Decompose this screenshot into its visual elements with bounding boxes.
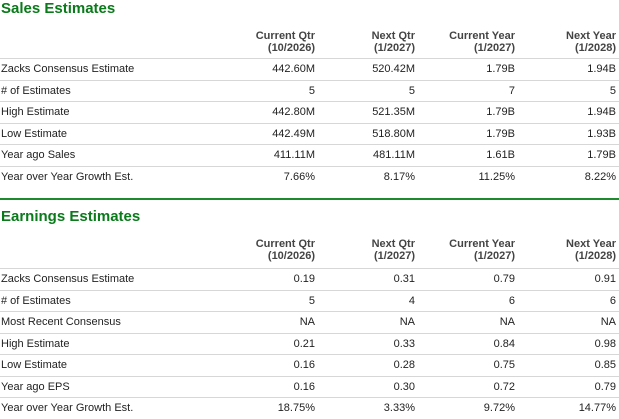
cell-next-year: 1.79B	[587, 149, 616, 161]
cell-next-year: 0.98	[594, 337, 616, 350]
table-row: Low Estimate 0.16 0.28 0.75 0.85	[0, 354, 619, 376]
cell-next-year: 6	[609, 294, 616, 307]
cell-current-qtr: 442.80M	[272, 106, 315, 118]
table-row: Year ago EPS 0.16 0.30 0.72 0.79	[0, 375, 619, 398]
row-label: High Estimate	[1, 106, 70, 118]
table-row: Most Recent Consensus NA NA NA NA	[0, 311, 619, 333]
cell-current-year: 0.84	[493, 337, 515, 350]
cell-current-year: 6	[508, 294, 515, 307]
cell-current-qtr: 5	[308, 84, 315, 97]
cell-next-qtr: 8.17%	[383, 170, 415, 183]
table-row: High Estimate 0.21 0.33 0.84 0.98	[0, 332, 619, 355]
cell-current-year: 11.25%	[478, 170, 516, 183]
cell-next-year: 14.77%	[578, 402, 616, 414]
row-label: # of Estimates	[1, 84, 71, 97]
row-label: Year ago EPS	[1, 380, 70, 393]
cell-next-qtr: 520.42M	[372, 63, 415, 75]
cell-next-qtr: 0.28	[393, 359, 415, 371]
cell-next-year: 1.94B	[587, 106, 616, 118]
row-label: High Estimate	[1, 337, 70, 350]
sales-estimates-title: Sales Estimates	[1, 0, 116, 17]
cell-current-year: 9.72%	[483, 402, 515, 414]
table-row: High Estimate 442.80M 521.35M 1.79B 1.94B	[0, 101, 619, 123]
row-label: Year ago Sales	[1, 149, 76, 161]
cell-current-year: 1.79B	[486, 63, 515, 75]
cell-current-qtr: 442.49M	[272, 127, 315, 140]
column-header-current-year: Current Year (1/2027)	[449, 30, 515, 54]
cell-next-year: 0.85	[594, 359, 616, 371]
cell-next-qtr: 0.31	[393, 273, 415, 285]
row-label: Low Estimate	[1, 127, 68, 140]
cell-current-year: 1.61B	[486, 149, 515, 161]
column-header-next-qtr: Next Qtr (1/2027)	[371, 30, 415, 54]
table-row: # of Estimates 5 4 6 6	[0, 289, 619, 312]
column-header-current-year: Current Year (1/2027)	[449, 238, 515, 262]
row-label: Year over Year Growth Est.	[1, 170, 134, 183]
table-row: # of Estimates 5 5 7 5	[0, 79, 619, 102]
cell-next-qtr: 4	[408, 294, 415, 307]
earnings-header-row: Current Qtr (10/2026) Next Qtr (1/2027) Cu…	[0, 238, 619, 264]
cell-next-year: 5	[609, 84, 616, 97]
table-row: Zacks Consensus Estimate 0.19 0.31 0.79 0.91	[0, 268, 619, 290]
cell-current-year: 0.75	[493, 359, 515, 371]
cell-next-year: 0.91	[594, 273, 616, 285]
cell-next-year: 1.93B	[587, 127, 616, 140]
cell-next-year: 8.22%	[584, 170, 616, 183]
cell-next-qtr: 481.11M	[373, 149, 415, 161]
table-row: Low Estimate 442.49M 518.80M 1.79B 1.93B	[0, 122, 619, 145]
row-label: Low Estimate	[1, 359, 68, 371]
cell-next-qtr: 3.33%	[383, 402, 415, 414]
cell-current-qtr: 442.60M	[272, 63, 315, 75]
cell-next-year: 1.94B	[587, 63, 616, 75]
cell-next-qtr: NA	[399, 316, 415, 328]
row-label: # of Estimates	[1, 294, 71, 307]
cell-current-qtr: 411.11M	[273, 149, 315, 161]
cell-current-qtr: 0.16	[293, 380, 315, 393]
row-label: Zacks Consensus Estimate	[1, 273, 135, 285]
cell-current-qtr: 0.21	[293, 337, 315, 350]
column-header-next-year: Next Year (1/2028)	[566, 238, 616, 262]
column-header-next-year: Next Year (1/2028)	[566, 30, 616, 54]
cell-current-qtr: NA	[299, 316, 315, 328]
cell-current-qtr: 7.66%	[283, 170, 315, 183]
section-divider	[0, 198, 619, 200]
cell-next-qtr: 521.35M	[372, 106, 415, 118]
column-header-current-qtr: Current Qtr (10/2026)	[255, 30, 315, 54]
cell-current-year: NA	[499, 316, 515, 328]
table-row: Year ago Sales 411.11M 481.11M 1.61B 1.79B	[0, 144, 619, 166]
cell-current-qtr: 5	[308, 294, 315, 307]
cell-next-qtr: 0.30	[393, 380, 415, 393]
cell-next-qtr: 0.33	[393, 337, 415, 350]
cell-current-year: 0.72	[493, 380, 515, 393]
column-header-current-qtr: Current Qtr (10/2026)	[255, 238, 315, 262]
cell-next-qtr: 5	[408, 84, 415, 97]
cell-next-qtr: 518.80M	[372, 127, 415, 140]
cell-current-qtr: 0.19	[293, 273, 315, 285]
earnings-estimates-title: Earnings Estimates	[1, 208, 141, 225]
cell-current-qtr: 18.75%	[277, 402, 315, 414]
row-label: Most Recent Consensus	[1, 316, 121, 328]
row-label: Zacks Consensus Estimate	[1, 63, 135, 75]
table-row: Year over Year Growth Est. 7.66% 8.17% 11.2…	[0, 165, 619, 188]
cell-current-year: 7	[508, 84, 515, 97]
cell-current-year: 1.79B	[486, 127, 515, 140]
cell-next-year: 0.79	[594, 380, 616, 393]
column-header-next-qtr: Next Qtr (1/2027)	[371, 238, 415, 262]
table-row: Zacks Consensus Estimate 442.60M 520.42M 1.…	[0, 58, 619, 80]
table-row: Year over Year Growth Est. 18.75% 3.33% 9.7…	[0, 397, 619, 419]
cell-current-qtr: 0.16	[293, 359, 315, 371]
cell-next-year: NA	[600, 316, 616, 328]
cell-current-year: 0.79	[493, 273, 515, 285]
cell-current-year: 1.79B	[486, 106, 515, 118]
row-label: Year over Year Growth Est.	[1, 402, 134, 414]
sales-header-row: Current Qtr (10/2026) Next Qtr (1/2027) Cu…	[0, 30, 619, 56]
